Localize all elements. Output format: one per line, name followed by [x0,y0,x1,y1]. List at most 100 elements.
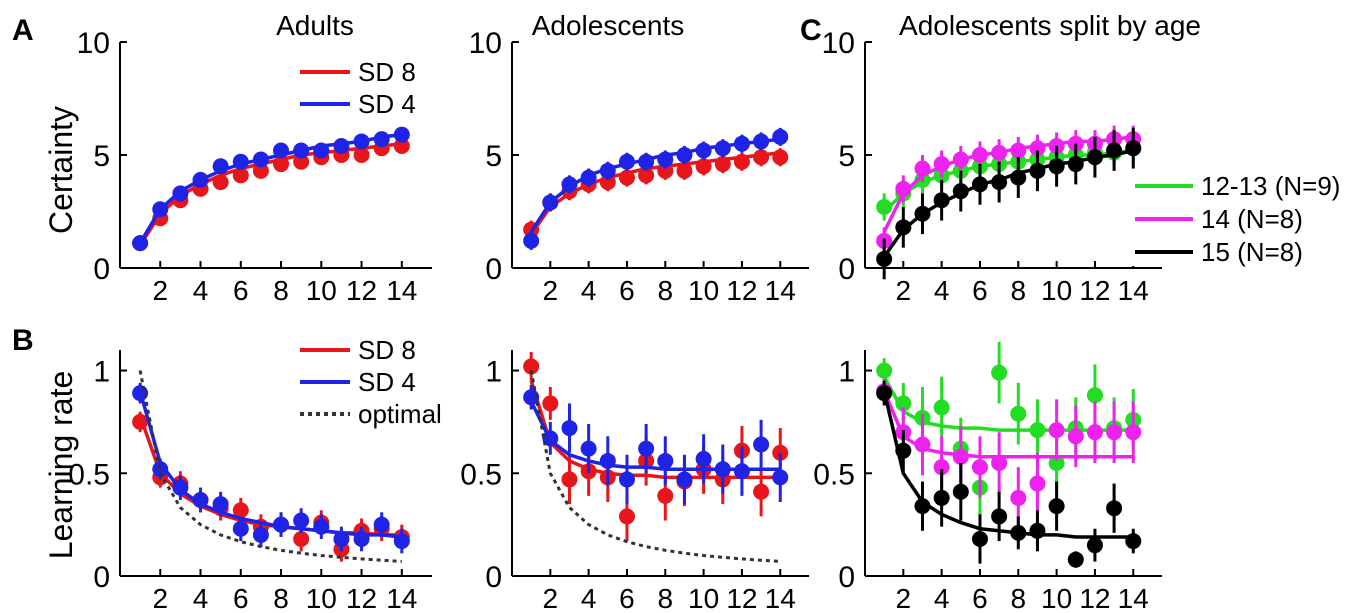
data-point [991,144,1008,161]
data-point [212,174,229,191]
data-point [1029,475,1046,492]
data-point [212,158,229,175]
data-point [638,153,655,170]
data-point [914,160,931,177]
legend-label: SD 4 [358,367,416,397]
data-point [618,169,635,186]
data-point [914,498,931,515]
data-point [1010,489,1027,506]
data-point [1029,422,1046,439]
data-point [1010,405,1027,422]
data-point [1106,500,1123,517]
data-point [933,192,950,209]
data-point [952,183,969,200]
y-tick-label: 0 [838,561,855,594]
x-tick-label: 8 [1011,275,1027,306]
data-point [1086,149,1103,166]
data-point [192,491,209,508]
data-point [1067,428,1084,445]
x-tick-label: 12 [346,583,377,613]
legend: SD 8SD 4 [296,56,476,119]
data-point [933,399,950,416]
x-tick-label: 14 [386,583,417,613]
data-point [676,471,693,488]
series-sd-4 [132,382,410,554]
data-point [971,147,988,163]
y-tick-label: 0 [93,561,110,594]
data-point [952,151,969,168]
data-point [192,171,209,188]
data-point [252,526,269,543]
legend-label: 14 (N=8) [1201,204,1303,234]
x-tick-label: 2 [152,583,168,613]
data-point [542,430,559,447]
data-point [1106,424,1123,441]
column-title-adolescents: Adolescents [532,10,685,41]
x-tick-label: 8 [273,275,289,306]
data-point [1010,142,1027,159]
optimal-curve [529,370,781,563]
data-point [1010,524,1027,541]
data-point [1125,533,1142,550]
data-point [895,442,912,459]
data-point [991,508,1008,525]
data-point [373,131,390,148]
x-tick-label: 4 [193,583,209,613]
data-point [232,502,249,519]
data-point [772,149,789,166]
data-point [232,167,249,184]
column-title-adults: Adults [276,10,354,41]
series-sd-8 [523,148,789,239]
data-point [695,142,712,159]
panel-letter-c: C [800,14,822,47]
data-point [132,235,149,252]
x-tick-label: 10 [688,583,719,613]
series-sd-8 [523,352,789,542]
data-point [393,533,410,550]
x-tick-label: 10 [688,275,719,306]
data-point [733,153,750,170]
x-tick-label: 12 [1079,275,1110,306]
x-tick-label: 6 [233,275,249,306]
data-point [561,420,578,437]
legend-label: SD 8 [358,57,416,87]
data-point [1086,387,1103,404]
ylabel-learning-rate: Learning rate [43,371,79,560]
chart-adolescents-learning-rate: 00.512 4 6 8 10 12 14 [460,350,809,613]
data-point [618,508,635,525]
y-tick-label: 0.5 [460,458,502,491]
data-point [753,483,770,500]
x-tick-label: 4 [934,583,950,613]
data-point [580,440,597,457]
x-tick-label: 14 [1118,583,1149,613]
data-point [971,176,988,193]
data-point [393,126,410,143]
x-tick-label: 4 [193,275,209,306]
data-point [1125,424,1142,441]
y-tick-label: 0 [838,253,855,286]
data-point [132,385,149,402]
data-point [152,201,169,218]
data-point [733,463,750,480]
x-tick-label: 12 [726,583,757,613]
x-tick-label: 4 [581,275,597,306]
y-tick-label: 0.5 [68,458,110,491]
data-point [991,364,1008,381]
series-sd-4 [132,126,410,252]
data-point [599,452,616,469]
data-point [252,162,269,179]
panel-letter-a: A [12,14,34,47]
x-tick-label: 2 [152,275,168,306]
data-point [273,142,290,159]
data-point [1048,422,1065,439]
x-tick-label: 6 [233,583,249,613]
data-point [772,469,789,486]
y-tick-label: 10 [77,27,110,60]
x-tick-label: 14 [765,583,796,613]
data-point [753,133,770,150]
y-tick-label: 0 [485,561,502,594]
data-point [657,487,674,504]
data-point [914,436,931,453]
y-tick-label: 0 [93,253,110,286]
